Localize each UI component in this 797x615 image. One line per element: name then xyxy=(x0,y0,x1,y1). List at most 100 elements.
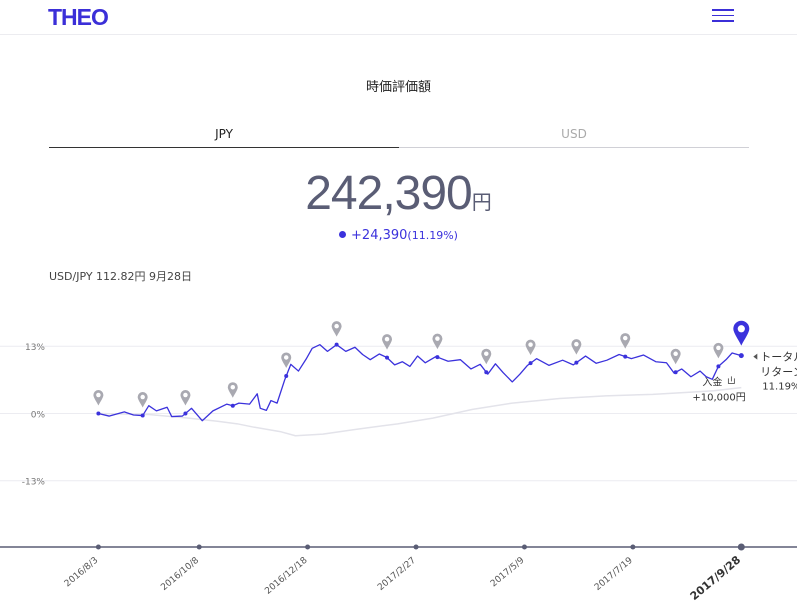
deposit-amount: +10,000円 xyxy=(692,392,745,403)
deposit-point xyxy=(183,411,188,416)
map-pin-icon xyxy=(432,333,443,350)
map-pin-hole xyxy=(574,341,579,347)
map-pin-hole xyxy=(140,394,145,400)
map-pin-icon xyxy=(227,382,238,398)
total-return-value: 11.19% xyxy=(762,382,797,393)
deposit-marker-icon xyxy=(227,382,238,398)
deposit-label: 入金 xyxy=(702,375,722,388)
map-pin-hole xyxy=(528,342,533,347)
map-pin-hole xyxy=(673,351,678,357)
x-tick-dot xyxy=(737,543,745,551)
deposit-point xyxy=(484,370,489,375)
map-pin-icon xyxy=(281,352,292,368)
deposit-marker-icon xyxy=(432,333,443,350)
map-pin-icon xyxy=(137,392,148,408)
deposit-marker-icon xyxy=(525,339,536,356)
deposit-point xyxy=(574,360,579,365)
deposit-point xyxy=(385,355,390,360)
app-header: THEO xyxy=(0,0,797,35)
section-title: 時価評価額 xyxy=(365,80,431,95)
change-percent: (11.19%) xyxy=(407,229,458,242)
deposit-marker-icon xyxy=(93,389,104,406)
map-pin-icon xyxy=(571,339,582,355)
deposit-point xyxy=(284,373,289,378)
deposit-marker-icon xyxy=(281,352,292,368)
total-return-label: トータル xyxy=(760,351,797,364)
map-pin-icon xyxy=(713,342,724,359)
map-pin-hole xyxy=(183,392,188,398)
total-value-number: 242,390 xyxy=(305,167,473,220)
annotation-pointer-icon xyxy=(753,353,758,360)
value-change: +24,390(11.19%) xyxy=(0,228,797,243)
y-tick-label: -13% xyxy=(22,478,46,488)
deposit-marker-icon xyxy=(137,392,148,408)
menu-bar xyxy=(712,14,734,16)
deposit-point xyxy=(716,364,721,369)
deposit-point xyxy=(435,355,440,360)
total-return-label: リターン xyxy=(760,366,797,379)
map-pin-hole xyxy=(737,325,745,333)
menu-bar xyxy=(712,20,734,22)
x-tick-label: 2017/9/28 xyxy=(688,553,744,603)
x-tick-label: 2016/8/3 xyxy=(63,556,100,590)
map-pin-hole xyxy=(283,355,289,360)
map-pin-hole xyxy=(96,392,101,398)
x-tick-label: 2016/10/8 xyxy=(159,555,201,592)
map-pin-icon xyxy=(382,334,393,350)
change-amount: +24,390 xyxy=(351,228,408,243)
current-location-pin-icon xyxy=(733,320,750,346)
deposit-point xyxy=(140,413,145,418)
x-tick-dot xyxy=(95,544,101,550)
map-pin-hole xyxy=(230,384,236,390)
total-value-unit: 円 xyxy=(471,190,492,214)
map-pin-hole xyxy=(716,345,721,351)
return-series-line xyxy=(98,344,742,422)
deposit-marker-icon xyxy=(331,321,342,337)
tab-usd[interactable]: USD xyxy=(399,127,749,148)
map-pin-hole xyxy=(484,351,489,356)
y-tick-label: 0% xyxy=(31,410,46,420)
map-pin-icon xyxy=(180,389,191,406)
deposit-point xyxy=(96,411,101,416)
x-tick-dot xyxy=(305,544,311,550)
deposit-marker-icon xyxy=(180,389,191,406)
map-pin-icon xyxy=(620,333,631,349)
x-tick-dot xyxy=(521,544,527,550)
map-pin-icon xyxy=(670,348,681,365)
deposit-marker-icon xyxy=(670,348,681,365)
fx-rate-label: USD/JPY 112.82円 9月28日 xyxy=(49,270,193,283)
x-tick-label: 2016/12/18 xyxy=(263,555,309,596)
menu-bar xyxy=(712,9,734,11)
deposit-marker-icon xyxy=(382,334,393,350)
map-pin-icon xyxy=(331,321,342,337)
change-dot-icon xyxy=(339,231,347,238)
deposit-point xyxy=(334,342,339,347)
deposit-marker-icon xyxy=(571,339,582,355)
deposit-icon xyxy=(727,376,735,384)
deposit-point xyxy=(673,370,678,375)
map-pin-hole xyxy=(334,323,339,329)
x-tick-dot xyxy=(196,544,202,550)
x-tick-dot xyxy=(630,544,636,550)
benchmark-series-line xyxy=(98,386,742,437)
deposit-point xyxy=(528,361,533,366)
deposit-marker-icon xyxy=(713,342,724,359)
total-value: 242,390円 xyxy=(0,166,797,221)
y-tick-label: 13% xyxy=(25,343,45,353)
map-pin-hole xyxy=(384,336,390,342)
deposit-point xyxy=(230,403,235,408)
x-tick-dot xyxy=(413,544,419,550)
tab-jpy[interactable]: JPY xyxy=(49,127,399,148)
x-tick-label: 2017/2/27 xyxy=(376,556,418,593)
x-tick-label: 2017/7/19 xyxy=(593,555,635,592)
hamburger-menu-icon[interactable] xyxy=(712,9,734,23)
map-pin-icon xyxy=(525,339,536,356)
map-pin-icon xyxy=(733,320,750,346)
current-point xyxy=(738,353,744,359)
map-pin-hole xyxy=(622,335,628,341)
deposit-point xyxy=(623,354,628,359)
map-pin-icon xyxy=(93,389,104,406)
theo-logo[interactable]: THEO xyxy=(48,4,109,30)
map-pin-hole xyxy=(435,336,440,341)
